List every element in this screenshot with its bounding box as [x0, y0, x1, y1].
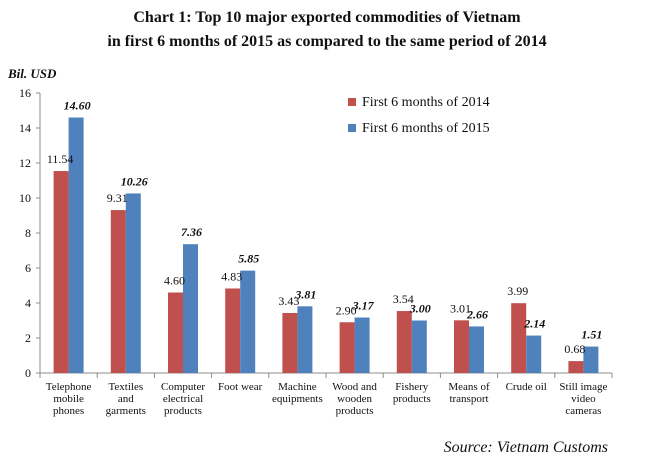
data-label-2014: 11.54 [47, 152, 74, 166]
bar-chart: Bil. USD 0 2 4 6 8 10 12 14 16 11.54 14.60 Telephone… [7, 66, 613, 417]
data-label-2014: 3.54 [393, 292, 414, 306]
data-label-2015: 2.14 [523, 317, 545, 331]
bar-2014 [110, 210, 126, 373]
bar-2014 [282, 312, 298, 373]
bar-2014 [454, 320, 469, 373]
x-category-label: Foot wear [218, 381, 263, 393]
bar-2015 [297, 306, 313, 373]
source-note: Source: Vietnam Customs [443, 439, 608, 456]
data-label-2015: 1.51 [581, 328, 602, 342]
bar-2015 [354, 317, 370, 373]
data-label-2014: 3.99 [507, 284, 528, 298]
bar-2015 [183, 244, 198, 373]
bar-2015 [469, 326, 484, 373]
bar-2015 [411, 320, 427, 373]
bar-2015 [240, 270, 256, 373]
data-label-2015: 3.81 [294, 287, 316, 301]
x-category-label: Fishery products [393, 381, 431, 405]
x-category-label: Telephone mobile phones [46, 381, 92, 417]
bar-2014 [511, 303, 527, 373]
x-category-label: Wood and wooden products [332, 381, 377, 417]
data-label-2014: 2.90 [336, 303, 357, 317]
data-label-2015: 3.17 [352, 299, 375, 313]
x-category-label: Means of transport [448, 381, 490, 405]
legend-label-2015: First 6 months of 2015 [362, 121, 490, 136]
data-label-2015: 2.66 [466, 307, 488, 321]
x-category-label: Machine equipments [272, 381, 323, 405]
data-label-2014: 3.01 [450, 301, 471, 315]
chart-title-line1: Chart 1: Top 10 major exported commoditi… [133, 9, 521, 26]
bar-2014 [53, 171, 69, 373]
legend-swatch-2015 [348, 124, 356, 132]
data-label-2015: 3.00 [409, 302, 431, 316]
y-tick-label: 6 [25, 261, 31, 275]
data-label-2014: 4.83 [221, 269, 242, 283]
bar-2014 [339, 322, 355, 373]
y-tick-label: 8 [25, 226, 31, 240]
data-label-2014: 0.68 [564, 342, 585, 356]
bar-2014 [396, 311, 412, 373]
data-label-2014: 4.60 [164, 274, 185, 288]
y-tick-label: 0 [25, 366, 31, 380]
legend-label-2014: First 6 months of 2014 [362, 95, 490, 110]
y-tick-label: 14 [19, 121, 31, 135]
y-tick-label: 4 [25, 296, 31, 310]
y-tick-label: 2 [25, 331, 31, 345]
data-label-2015: 10.26 [121, 174, 148, 188]
data-label-2014: 9.31 [107, 191, 128, 205]
data-label-2015: 7.36 [181, 225, 202, 239]
bar-2015 [125, 193, 141, 373]
data-label-2014: 3.43 [278, 294, 299, 308]
bar-2015 [68, 117, 84, 373]
y-axis-label: Bil. USD [7, 66, 57, 81]
data-label-2015: 14.60 [64, 99, 91, 113]
y-tick-label: 12 [19, 156, 31, 170]
x-category-label: Crude oil [506, 381, 547, 393]
bar-2015 [526, 335, 542, 373]
x-category-label: Computer electrical products [161, 381, 205, 417]
bar-2014 [225, 288, 241, 373]
x-category-label: Textiles and garments [106, 381, 146, 417]
x-category-label: Still image video cameras [559, 381, 607, 417]
chart-title-line2: in first 6 months of 2015 as compared to… [107, 33, 547, 50]
bar-2014 [168, 292, 183, 373]
y-tick-label: 16 [19, 86, 31, 100]
bar-2014 [568, 361, 584, 373]
bar-2015 [583, 346, 599, 373]
y-tick-label: 10 [19, 191, 31, 205]
legend-swatch-2014 [348, 98, 356, 106]
data-label-2015: 5.85 [238, 252, 259, 266]
